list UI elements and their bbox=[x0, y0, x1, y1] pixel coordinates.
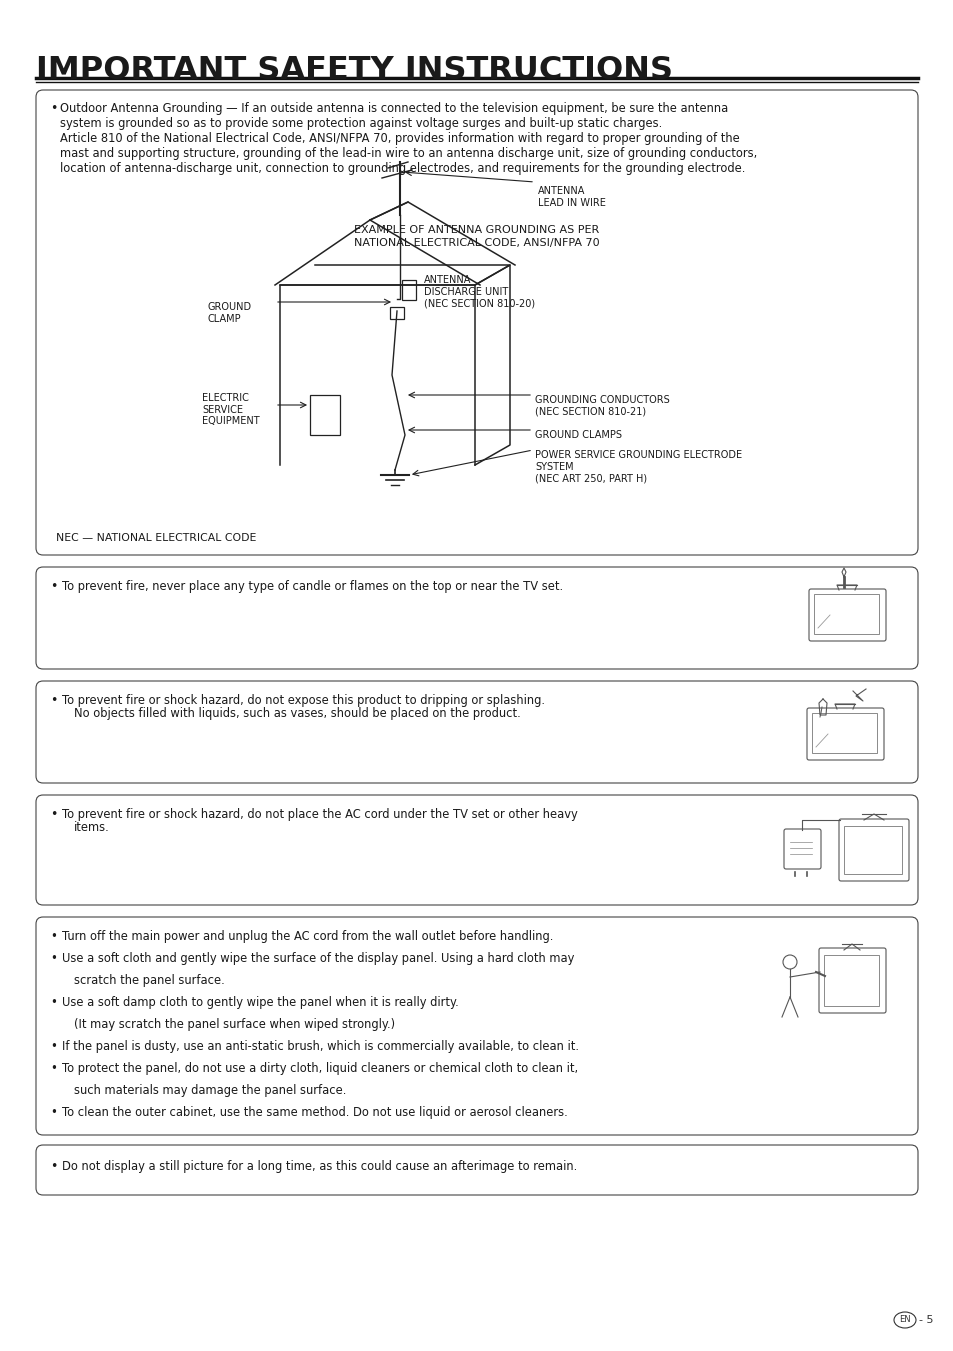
Text: To protect the panel, do not use a dirty cloth, liquid cleaners or chemical clot: To protect the panel, do not use a dirty… bbox=[62, 1062, 578, 1075]
Bar bbox=[390, 307, 403, 319]
Text: •: • bbox=[50, 808, 57, 821]
Text: EN: EN bbox=[899, 1316, 910, 1324]
Bar bbox=[823, 955, 878, 1006]
Text: To prevent fire, never place any type of candle or flames on the top or near the: To prevent fire, never place any type of… bbox=[62, 580, 562, 593]
Text: scratch the panel surface.: scratch the panel surface. bbox=[74, 974, 225, 988]
Text: (It may scratch the panel surface when wiped strongly.): (It may scratch the panel surface when w… bbox=[74, 1019, 395, 1031]
Text: IMPORTANT SAFETY INSTRUCTIONS: IMPORTANT SAFETY INSTRUCTIONS bbox=[36, 55, 672, 86]
Text: POWER SERVICE GROUNDING ELECTRODE
SYSTEM
(NEC ART 250, PART H): POWER SERVICE GROUNDING ELECTRODE SYSTEM… bbox=[535, 450, 741, 484]
Text: ELECTRIC
SERVICE
EQUIPMENT: ELECTRIC SERVICE EQUIPMENT bbox=[202, 393, 259, 426]
Text: EXAMPLE OF ANTENNA GROUNDING AS PER: EXAMPLE OF ANTENNA GROUNDING AS PER bbox=[354, 226, 599, 235]
Text: GROUNDING CONDUCTORS
(NEC SECTION 810-21): GROUNDING CONDUCTORS (NEC SECTION 810-21… bbox=[535, 394, 669, 416]
Text: NATIONAL ELECTRICAL CODE, ANSI/NFPA 70: NATIONAL ELECTRICAL CODE, ANSI/NFPA 70 bbox=[354, 238, 599, 249]
Bar bbox=[843, 825, 901, 874]
Text: To clean the outer cabinet, use the same method. Do not use liquid or aerosol cl: To clean the outer cabinet, use the same… bbox=[62, 1106, 567, 1119]
Text: GROUND
CLAMP: GROUND CLAMP bbox=[208, 303, 252, 324]
Text: •: • bbox=[50, 952, 57, 965]
Text: •: • bbox=[50, 996, 57, 1009]
Text: To prevent fire or shock hazard, do not place the AC cord under the TV set or ot: To prevent fire or shock hazard, do not … bbox=[62, 808, 578, 821]
Bar bbox=[401, 280, 416, 300]
Text: Outdoor Antenna Grounding — If an outside antenna is connected to the television: Outdoor Antenna Grounding — If an outsid… bbox=[60, 101, 757, 176]
Text: Use a soft cloth and gently wipe the surface of the display panel. Using a hard : Use a soft cloth and gently wipe the sur… bbox=[62, 952, 574, 965]
Text: ANTENNA
LEAD IN WIRE: ANTENNA LEAD IN WIRE bbox=[537, 186, 605, 208]
Text: NEC — NATIONAL ELECTRICAL CODE: NEC — NATIONAL ELECTRICAL CODE bbox=[56, 534, 256, 543]
Text: - 5: - 5 bbox=[918, 1315, 933, 1325]
Text: If the panel is dusty, use an anti-static brush, which is commercially available: If the panel is dusty, use an anti-stati… bbox=[62, 1040, 578, 1052]
Text: Use a soft damp cloth to gently wipe the panel when it is really dirty.: Use a soft damp cloth to gently wipe the… bbox=[62, 996, 458, 1009]
Text: •: • bbox=[50, 1040, 57, 1052]
Bar bbox=[813, 594, 878, 634]
Text: •: • bbox=[50, 101, 57, 115]
Text: •: • bbox=[50, 1062, 57, 1075]
Text: Do not display a still picture for a long time, as this could cause an afterimag: Do not display a still picture for a lon… bbox=[62, 1161, 577, 1173]
Text: To prevent fire or shock hazard, do not expose this product to dripping or splas: To prevent fire or shock hazard, do not … bbox=[62, 694, 544, 707]
Text: such materials may damage the panel surface.: such materials may damage the panel surf… bbox=[74, 1084, 346, 1097]
Text: Turn off the main power and unplug the AC cord from the wall outlet before handl: Turn off the main power and unplug the A… bbox=[62, 929, 553, 943]
Text: No objects filled with liquids, such as vases, should be placed on the product.: No objects filled with liquids, such as … bbox=[74, 707, 520, 720]
Text: GROUND CLAMPS: GROUND CLAMPS bbox=[535, 430, 621, 440]
Text: •: • bbox=[50, 929, 57, 943]
Bar bbox=[310, 394, 339, 435]
Bar bbox=[811, 713, 876, 753]
Text: •: • bbox=[50, 580, 57, 593]
Text: items.: items. bbox=[74, 821, 110, 834]
Text: ANTENNA
DISCHARGE UNIT
(NEC SECTION 810-20): ANTENNA DISCHARGE UNIT (NEC SECTION 810-… bbox=[423, 276, 535, 308]
Text: •: • bbox=[50, 1161, 57, 1173]
Text: •: • bbox=[50, 694, 57, 707]
Text: •: • bbox=[50, 1106, 57, 1119]
